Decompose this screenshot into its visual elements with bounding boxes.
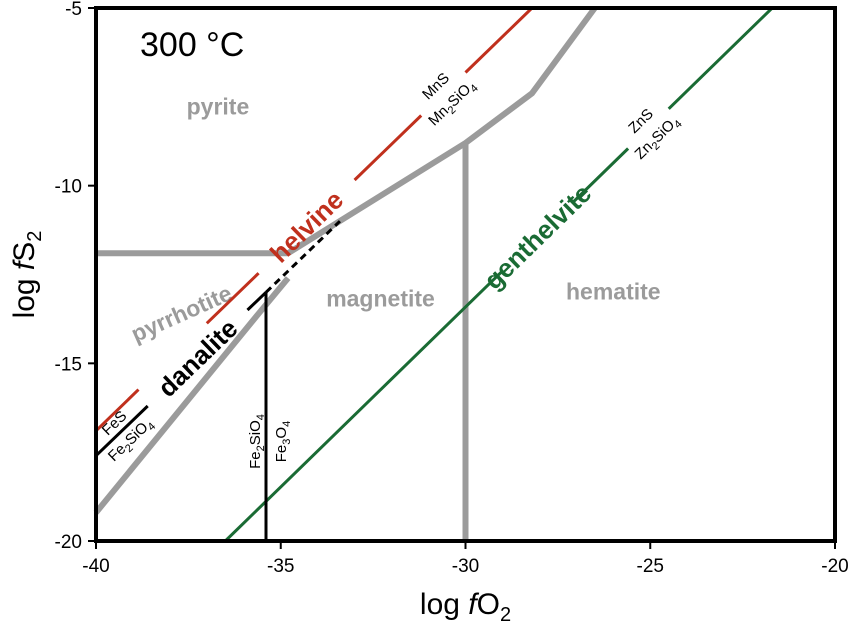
text-span: ​ bbox=[467, 77, 479, 89]
genthelvite-line-segment bbox=[667, 6, 774, 110]
fe2sio4-label: Fe2​SiO4​ bbox=[247, 414, 267, 469]
text-span: O bbox=[273, 427, 290, 439]
helvine-line-segment bbox=[205, 272, 260, 325]
helvine-line-segment bbox=[353, 114, 423, 182]
x-tick-label: -35 bbox=[267, 556, 294, 577]
chart-title: 300 °C bbox=[140, 26, 244, 64]
text-span: ​ bbox=[671, 112, 683, 124]
boundary-pyrite-magnetite bbox=[286, 6, 598, 256]
y-axis-label: log fS2 bbox=[8, 231, 46, 319]
text-span: f bbox=[468, 588, 479, 621]
danalite-line-segment bbox=[94, 404, 149, 457]
genthelvite-line-segment bbox=[224, 269, 504, 543]
text-span: ​ bbox=[649, 134, 661, 146]
subscript: 2 bbox=[24, 231, 46, 242]
text-span: ​ bbox=[144, 415, 156, 427]
text-span: log bbox=[420, 588, 468, 621]
text-span: Fe bbox=[247, 451, 264, 469]
y-tick-label: -10 bbox=[55, 177, 82, 198]
subscript: 3 bbox=[281, 439, 293, 445]
y-tick-label: -5 bbox=[65, 0, 82, 20]
helvine-line-segment bbox=[464, 6, 534, 74]
x-tick-label: -30 bbox=[452, 556, 479, 577]
x-axis-label: log fO2 bbox=[420, 588, 511, 626]
fe3o4-label: Fe3​O4​ bbox=[273, 421, 293, 462]
helvine-line-segment bbox=[94, 388, 140, 432]
subscript: 4 bbox=[281, 421, 293, 427]
text-span: S bbox=[8, 242, 41, 262]
text-span: log bbox=[8, 270, 41, 318]
genthelvite-line-segment bbox=[571, 147, 630, 204]
x-tick-label: -25 bbox=[637, 556, 664, 577]
x-tick-label: -40 bbox=[82, 556, 109, 577]
boundary-pyrrhotite-magnetite bbox=[93, 276, 291, 515]
text-span: O bbox=[477, 588, 500, 621]
subscript: 2 bbox=[500, 604, 511, 626]
subscript: 2 bbox=[255, 445, 267, 451]
text-span: ​ bbox=[445, 98, 457, 110]
field-label-hematite: hematite bbox=[566, 278, 661, 304]
x-tick-label: -20 bbox=[821, 556, 848, 577]
text-span: Fe bbox=[273, 445, 290, 463]
field-label-pyrite: pyrite bbox=[187, 94, 250, 120]
text-span: ​ bbox=[122, 436, 134, 448]
y-tick-label: -15 bbox=[55, 354, 82, 375]
danalite-line-dashed bbox=[264, 220, 341, 294]
text-span: f bbox=[8, 259, 41, 270]
y-tick-label: -20 bbox=[55, 532, 82, 553]
danalite-line-segment bbox=[246, 291, 268, 312]
text-span: SiO bbox=[247, 420, 264, 445]
field-label-magnetite: magnetite bbox=[326, 285, 435, 311]
subscript: 4 bbox=[255, 414, 267, 420]
